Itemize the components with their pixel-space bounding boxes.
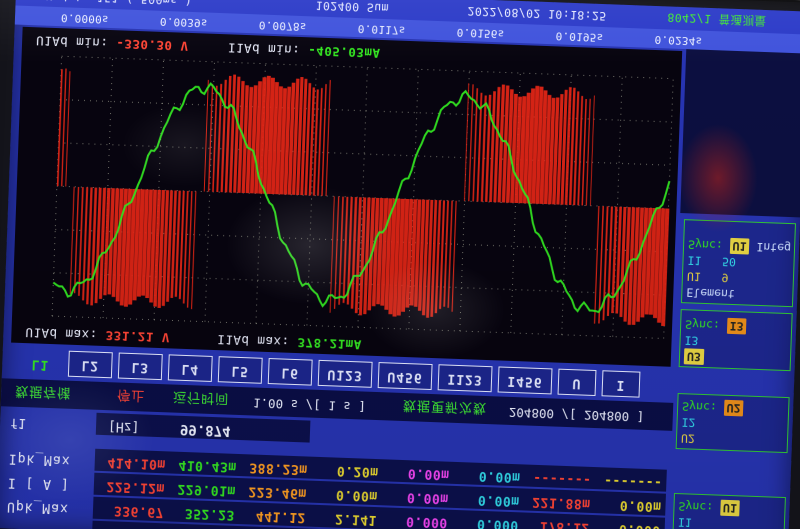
tab-U[interactable]: U [557,368,597,397]
table-cell: 221.88m [532,493,591,511]
tab-U456[interactable]: U456 [377,362,433,391]
element-box: U2 I2 Sync: U2 [675,393,790,454]
table-cell: 414.10m [107,454,167,472]
row-label: Upk_Max [6,498,70,516]
table-cell: 0.00m [477,491,520,509]
element-box: U3 I3 Sync: I3 [678,309,793,372]
freq-unit: [Hz] [107,418,140,435]
count-value: 204800 /[ 204800 ] [508,404,645,425]
table-cell: ------- [532,469,592,487]
time-tick: 0.0000s [60,11,109,26]
table-cell: 0.00m [407,465,450,482]
sync-label: Sync: [687,237,730,253]
table-cell: 0.00m [406,489,449,506]
tab-I[interactable]: I [601,370,641,398]
table-cell: 223.46m [248,483,308,501]
time-tick: 0.0195s [555,29,604,45]
table-cell: 225.12m [106,478,166,496]
channel-ref: I3 [684,333,699,348]
channel-ref: I2 [681,415,696,430]
sync-label: Sync: [678,499,721,515]
box-extra-text: Integ [749,239,792,256]
tab-U123[interactable]: U123 [317,359,373,388]
row-label: I [ A ] [7,474,70,492]
tab-L3[interactable]: L3 [117,352,163,381]
channel-ref: Element [686,285,736,302]
table-cell: 0.00m [335,486,378,504]
tab-L1[interactable]: L1 [31,356,50,372]
tab-L5[interactable]: L5 [217,356,263,384]
u-min-label: U1Ad min: [35,33,109,51]
i-max-value: 378.21mA [297,335,362,353]
tab-I456[interactable]: I456 [497,366,553,395]
channel-ref: U1 9 [686,269,729,285]
datetime: 2022/08/02 10:18:25 [467,4,607,24]
table-cell: 0.00m [478,467,521,485]
i-max-label: I1Ad max: [217,332,290,350]
table-cell: 0.000 [591,520,661,529]
table-cell: 352.23 [184,505,236,522]
sample-count: 102400 Sum [315,0,390,16]
u-max-value: 331.21 V [105,328,171,346]
table-cell: 0.20m [336,462,379,480]
waveform-plot [51,55,674,339]
channel-ref: I1 50 [687,253,737,270]
runtime-value: 1.00 s /[ 1 s ] [252,395,367,415]
table-cell: ------- [603,472,663,490]
tab-L2[interactable]: L2 [67,350,113,379]
waveform-zone: U1Ad max: 331.21 V I1Ad max: 378.21mA U1… [11,26,683,367]
i-max-readout: I1Ad max: 378.21mA [217,332,362,352]
table-cell: 0.000 [476,515,520,529]
channel-ref: U1 [729,237,750,255]
row-label: Ipk_Max [8,450,71,468]
sync-label: Sync: [684,317,727,333]
table-cell: 336.67 [113,502,165,520]
time-tick: 0.0078s [258,18,307,34]
channel-ref: U2 [723,399,744,417]
table-cell: 0.00m [619,497,662,514]
i-min-readout: I1Ad min: -405.03mA [228,40,381,61]
u-min-readout: U1Ad min: -330.30 V [36,33,189,54]
u-min-value: -330.30 V [116,36,189,54]
i-min-label: I1Ad min: [227,40,301,58]
sync-label: Sync: [681,399,724,415]
update-counter: Update 151 ( 500ms ) [46,0,193,8]
freq-label: f1 [9,414,27,431]
table-cell: 388.23m [249,459,308,477]
sidebar-dark-panel [680,49,800,218]
element-box: Element U1 9 I1 50 Sync: U1 Integ [680,219,796,308]
time-tick: 0.0234s [654,32,703,48]
table-cell: 229.01m [177,480,237,498]
tab-L6[interactable]: L6 [267,358,313,386]
count-label: 数据更新次数 [402,396,488,416]
time-tick: 0.0039s [159,14,208,30]
store-label: 数据存储 [15,382,72,400]
table-cell: 441.12 [255,507,307,525]
freq-value: 99.874 [179,420,231,439]
runtime-label: 运行时间 [172,388,230,406]
i-min-value: -405.03mA [307,43,381,61]
time-tick: 0.0156s [456,25,505,41]
u-max-readout: U1Ad max: 331.21 V [25,325,170,345]
table-cell: 410.43m [178,456,237,474]
mode-indicator: 8042/1 普通测量 [667,10,767,29]
channel-ref: U2 [680,431,696,446]
u-max-label: U1Ad max: [25,325,98,343]
channel-ref: I3 [726,317,747,335]
table-cell: 0.000 [405,513,449,529]
channel-ref: U3 [683,348,705,365]
store-state: 停止 [116,386,146,403]
channel-ref: I1 [677,515,693,529]
tab-L4[interactable]: L4 [167,354,213,382]
tab-I123[interactable]: I123 [437,364,493,393]
table-cell: 2.141 [334,510,378,528]
element-box: U1I1Sync: U1 [671,492,786,529]
time-tick: 0.0117s [357,22,406,37]
table-cell: 178.12 [539,518,590,529]
channel-ref: U1 [719,499,741,517]
